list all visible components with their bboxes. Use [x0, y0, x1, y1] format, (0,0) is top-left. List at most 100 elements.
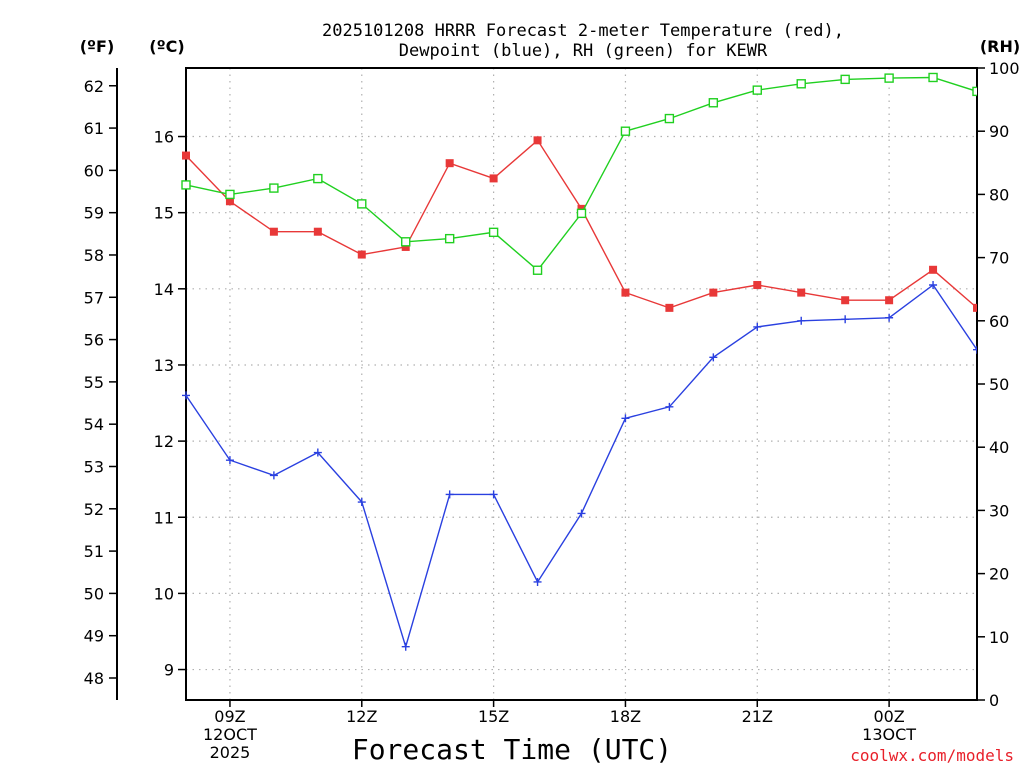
- rh-point: [620, 126, 631, 136]
- rh-tick-label: 20: [989, 565, 1009, 584]
- 2-meter-temperature-point: [841, 296, 850, 305]
- dewpoint-point: [665, 402, 674, 411]
- rh-point: [225, 189, 235, 200]
- dewpoint-point: [973, 345, 977, 354]
- dewpoint-point: [445, 490, 454, 499]
- celsius-tick-label: 9: [164, 661, 174, 680]
- dewpoint-point: [225, 456, 234, 465]
- celsius-tick-label: 15: [154, 204, 174, 223]
- dewpoint-point: [489, 490, 498, 499]
- chart-title-line1: 2025101208 HRRR Forecast 2-meter Tempera…: [322, 21, 844, 41]
- x-tick-label: 15Z: [478, 707, 509, 726]
- 2-meter-temperature-point: [533, 136, 542, 145]
- rh-tick-label: 80: [989, 185, 1009, 204]
- series-group: [181, 72, 977, 651]
- fahrenheit-tick-label: 52: [84, 500, 104, 519]
- 2-meter-temperature-point: [401, 242, 410, 251]
- fahrenheit-tick-label: 57: [84, 288, 104, 307]
- 2-meter-temperature-line: [185, 139, 977, 309]
- rh-tick-label: 0: [989, 691, 999, 710]
- rh-point: [357, 199, 367, 209]
- rh-point: [884, 73, 894, 83]
- rh-tick-label: 10: [989, 628, 1009, 647]
- rh-tick-label: 50: [989, 375, 1009, 394]
- celsius-tick-label: 16: [154, 128, 174, 147]
- x-tick-label: 00Z: [873, 707, 904, 726]
- unit-label-rh: (RH): [980, 37, 1020, 56]
- 2-meter-temperature-point: [445, 159, 454, 168]
- fahrenheit-tick-label: 54: [84, 415, 104, 434]
- 2-meter-temperature-point: [225, 197, 234, 206]
- dewpoint-point: [269, 471, 278, 480]
- rh-point: [444, 233, 455, 244]
- x-tick-label: 09Z: [214, 707, 245, 726]
- dewpoint-point: [709, 353, 718, 362]
- rh-tick-label: 100: [989, 59, 1020, 78]
- axes-layer: 48 49 50 51 52 53 54 55 56 57 58 59 60 61 62 9 10 11 12 13 1…: [84, 59, 1020, 762]
- dewpoint-point: [753, 322, 762, 331]
- 2-meter-temperature-point: [665, 303, 674, 312]
- fahrenheit-tick-label: 61: [84, 119, 104, 138]
- rh-point: [532, 265, 543, 275]
- 2-meter-temperature-point: [357, 250, 366, 259]
- 2-meter-temperature-point: [929, 265, 938, 274]
- 2-meter-temperature-point: [182, 151, 190, 160]
- rh-point: [664, 113, 675, 124]
- x-tick-label: 18Z: [610, 707, 641, 726]
- celsius-tick-label: 13: [154, 356, 174, 375]
- x-tick-label: 13OCT: [862, 725, 916, 744]
- rh-point: [752, 85, 762, 95]
- fahrenheit-tick-label: 51: [84, 542, 104, 561]
- unit-label-fahrenheit: (ºF): [80, 37, 115, 56]
- dewpoint-point: [885, 313, 894, 322]
- dewpoint-point: [929, 281, 938, 290]
- rh-point: [928, 72, 938, 83]
- 2-meter-temperature-point: [313, 227, 322, 236]
- dewpoint-point: [313, 448, 322, 457]
- rh-tick-label: 60: [989, 312, 1009, 331]
- fahrenheit-tick-label: 50: [84, 584, 104, 603]
- dewpoint-point: [621, 414, 630, 423]
- fahrenheit-tick-label: 56: [84, 331, 104, 350]
- dewpoint-point: [401, 642, 410, 651]
- rh-tick-label: 30: [989, 501, 1009, 520]
- rh-point: [708, 98, 719, 108]
- rh-point: [401, 237, 411, 247]
- rh-point: [313, 173, 323, 184]
- x-tick-label: 21Z: [742, 707, 773, 726]
- fahrenheit-tick-label: 62: [84, 77, 104, 96]
- fahrenheit-tick-label: 59: [84, 204, 104, 223]
- chart-title-line2: Dewpoint (blue), RH (green) for KEWR: [399, 41, 768, 61]
- celsius-tick-label: 10: [154, 584, 174, 603]
- rh-point: [488, 227, 499, 238]
- rh-point: [972, 86, 977, 97]
- celsius-tick-label: 12: [154, 432, 174, 451]
- rh-point: [181, 180, 191, 190]
- fahrenheit-tick-label: 60: [84, 161, 104, 180]
- fahrenheit-tick-label: 53: [84, 457, 104, 476]
- rh-point: [840, 74, 850, 85]
- plot-frame: [185, 67, 978, 701]
- dewpoint-point: [797, 316, 806, 325]
- 2-meter-temperature-point: [709, 288, 718, 297]
- rh-point: [796, 79, 806, 89]
- x-tick-label: 12OCT: [203, 725, 257, 744]
- dewpoint-point: [841, 315, 850, 324]
- celsius-tick-label: 14: [154, 280, 174, 299]
- 2-meter-temperature-point: [797, 288, 806, 297]
- dewpoint-point: [533, 577, 542, 586]
- rh-tick-label: 70: [989, 249, 1009, 268]
- rh-point: [576, 208, 587, 219]
- dewpoint-point: [357, 498, 366, 507]
- rh-line: [185, 76, 977, 272]
- 2-meter-temperature-point: [885, 296, 894, 305]
- fahrenheit-tick-label: 58: [84, 246, 104, 265]
- rh-point: [269, 183, 279, 193]
- series-layer: [181, 72, 977, 651]
- 2-meter-temperature-point: [753, 281, 762, 290]
- 2-meter-temperature-point: [269, 227, 278, 236]
- unit-label-celsius: (ºC): [149, 37, 184, 56]
- 2-meter-temperature-point: [621, 288, 630, 297]
- rh-tick-label: 40: [989, 438, 1009, 457]
